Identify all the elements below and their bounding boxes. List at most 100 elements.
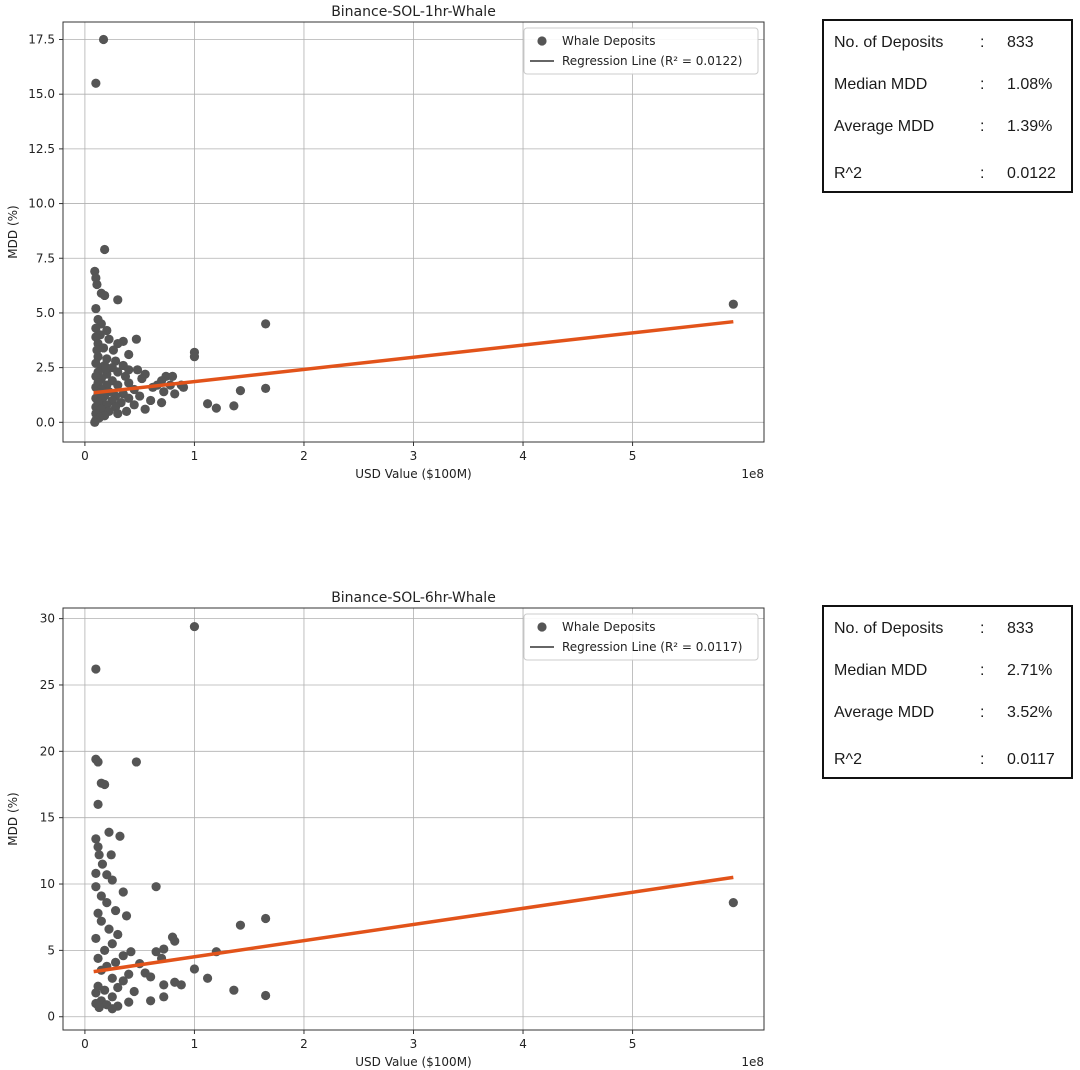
legend-box	[523, 27, 759, 75]
stat-separator: :	[980, 118, 985, 135]
data-point	[126, 947, 136, 957]
data-point	[124, 393, 134, 403]
stat-row-median-mdd: Median MDD : 1.08%	[834, 76, 1061, 96]
chart-title: Binance-SOL-6hr-Whale	[331, 590, 496, 606]
data-point	[102, 325, 112, 336]
x-tick-label: 0	[81, 1037, 89, 1051]
data-point	[107, 992, 117, 1002]
data-point	[107, 1004, 117, 1014]
data-point	[124, 378, 134, 388]
data-point	[91, 78, 101, 88]
stat-label: R^2	[834, 751, 862, 768]
y-tick-label: 10.0	[28, 197, 55, 211]
stat-label: Median MDD	[834, 662, 928, 679]
x-tick-label: 2	[300, 449, 308, 463]
data-point	[159, 992, 169, 1002]
data-point	[113, 929, 123, 940]
data-point	[100, 779, 110, 790]
stat-row-deposits: No. of Deposits : 833	[834, 620, 1061, 640]
data-point	[189, 964, 200, 974]
data-point	[261, 319, 271, 329]
data-point	[140, 404, 150, 414]
data-point	[101, 364, 111, 374]
data-point	[107, 939, 117, 949]
data-point	[159, 980, 169, 990]
stat-value: 0.0122	[1007, 165, 1056, 182]
stat-value: 1.39%	[1007, 118, 1053, 135]
data-point	[113, 367, 123, 377]
data-point	[229, 401, 239, 411]
stat-row-median-mdd: Median MDD : 2.71%	[834, 662, 1061, 682]
data-point	[113, 338, 123, 349]
data-point	[107, 875, 117, 885]
data-point	[91, 834, 101, 844]
data-point	[229, 985, 239, 995]
x-tick-label: 1	[191, 1037, 199, 1051]
legend-box	[523, 613, 759, 661]
data-point	[170, 389, 180, 399]
data-point	[108, 345, 118, 355]
data-point	[110, 957, 121, 967]
data-point	[97, 859, 108, 869]
data-point	[91, 868, 101, 879]
data-point	[124, 349, 134, 360]
data-point	[129, 986, 139, 997]
data-point	[93, 953, 103, 963]
scatter-chart-6hr: Binance-SOL-6hr-Whale 0 1 2 3 4 5 0 5 10 15 20 25 30 U…	[6, 590, 765, 1069]
stat-label: Average MDD	[834, 704, 935, 721]
data-point	[91, 882, 101, 892]
stat-value: 833	[1007, 34, 1034, 51]
stat-label: Median MDD	[834, 76, 928, 93]
y-tick-label: 15.0	[28, 87, 55, 101]
scatter-chart-1hr: Binance-SOL-1hr-Whale 0 1 2 3 4 5 0.0 2.5 5.0 7.5 1…	[6, 4, 765, 481]
data-point	[121, 406, 132, 416]
y-tick-label: 7.5	[36, 251, 55, 265]
y-tick-label: 20	[40, 744, 55, 758]
data-point	[93, 908, 103, 918]
data-point	[104, 334, 114, 344]
data-point	[96, 916, 106, 926]
data-point	[98, 34, 109, 45]
data-point	[728, 898, 738, 908]
x-tick-label: 4	[519, 449, 527, 463]
data-point	[189, 352, 200, 362]
legend-label-regression: Regression Line (R² = 0.0117)	[562, 640, 742, 654]
stats-box-1hr: No. of Deposits : 833 Median MDD : 1.08%…	[822, 19, 1073, 193]
x-tick-label: 0	[81, 449, 89, 463]
data-point	[118, 951, 128, 961]
stat-separator: :	[980, 165, 985, 182]
data-point	[92, 279, 102, 290]
y-tick-label: 25	[40, 678, 55, 692]
data-point	[176, 980, 186, 990]
data-point	[137, 373, 147, 384]
y-tick-label: 5	[47, 943, 55, 957]
data-point	[107, 973, 117, 983]
data-point	[124, 969, 134, 979]
legend-marker-scatter	[537, 36, 547, 46]
data-point	[115, 831, 125, 841]
y-tick-label: 0	[47, 1010, 55, 1024]
x-axis-offset-label: 1e8	[741, 467, 764, 481]
stat-label: No. of Deposits	[834, 620, 944, 637]
x-tick-label: 1	[191, 449, 199, 463]
x-axis-label: USD Value ($100M)	[355, 1055, 471, 1069]
data-point	[100, 244, 110, 255]
x-tick-label: 4	[519, 1037, 527, 1051]
data-point	[91, 664, 101, 674]
data-point	[91, 303, 101, 314]
y-axis-label: MDD (%)	[6, 205, 20, 258]
data-point	[135, 391, 145, 401]
data-point	[118, 976, 128, 986]
data-point	[94, 1002, 104, 1013]
legend-label-scatter: Whale Deposits	[562, 620, 655, 634]
data-point	[113, 295, 123, 305]
stat-label: R^2	[834, 165, 862, 182]
data-point	[167, 371, 178, 381]
x-tick-label: 2	[300, 1037, 308, 1051]
data-point	[100, 985, 110, 995]
legend-marker-scatter	[537, 622, 547, 632]
data-point	[102, 898, 112, 908]
data-point	[156, 398, 167, 408]
data-point	[728, 299, 738, 309]
stat-separator: :	[980, 662, 985, 679]
